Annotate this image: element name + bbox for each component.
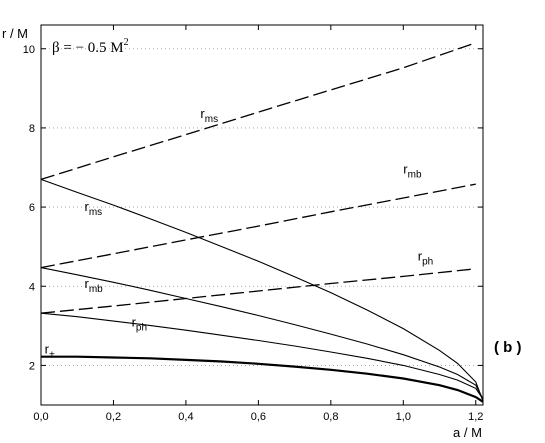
x-axis-label: a / M: [453, 425, 482, 440]
series-line-solid-thick-+-6: [41, 355, 484, 403]
series-label-main: r: [132, 315, 137, 330]
series-label-main: r: [84, 199, 89, 214]
series-label-main: r: [200, 106, 205, 121]
x-tick-label: 1,2: [468, 411, 483, 423]
x-tick-label: 0,0: [33, 411, 48, 423]
series-label-ms-0: rms: [200, 106, 218, 125]
y-tick-label: 2: [29, 360, 35, 372]
series-layer: [40, 42, 484, 403]
series-label-sub: ph: [422, 257, 433, 268]
x-tick-label: 0,2: [106, 411, 121, 423]
y-tick-label: 4: [29, 281, 35, 293]
panel-label: ( b ): [494, 339, 522, 356]
series-label-sub: mb: [408, 169, 422, 180]
y-axis-label: r / M: [2, 26, 28, 41]
series-label-+-6: r+: [45, 342, 55, 361]
series-label-sub: ms: [89, 207, 102, 218]
y-tick-label: 10: [23, 44, 35, 56]
series-label-sub: mb: [89, 284, 103, 295]
series-label-main: r: [403, 161, 408, 176]
series-label-sub: ph: [136, 323, 147, 334]
x-tick-label: 0,4: [178, 411, 193, 423]
series-label-mb-4: rmb: [84, 276, 103, 295]
series-label-main: r: [84, 276, 89, 291]
x-tick-label: 0,6: [251, 411, 266, 423]
series-label-ph-5: rph: [132, 315, 147, 334]
y-tick-label: 8: [29, 123, 35, 135]
series-label-ph-2: rph: [418, 249, 433, 268]
gridlines: [41, 48, 483, 366]
series-line-dashed-ms-0: [40, 42, 477, 181]
series-line-dashed-ph-2: [40, 268, 476, 314]
series-label-main: r: [418, 249, 423, 264]
beta-annotation-sup: 2: [124, 37, 129, 48]
series-line-solid-ms-3: [40, 178, 484, 402]
series-line-dashed-mb-1: [40, 183, 476, 269]
series-label-sub: +: [49, 350, 55, 361]
x-tick-label: 0,8: [323, 411, 338, 423]
series-label-sub: ms: [205, 114, 218, 125]
x-tick-label: 1,0: [396, 411, 411, 423]
beta-annotation-main: β = − 0.5 M: [52, 40, 124, 56]
series-line-solid-ph-5: [40, 312, 484, 400]
tick-marks: 2 4 6 8 10 0,0 0,2 0,4 0,6 0,8 1,0 1,2: [23, 25, 483, 423]
series-label-ms-3: rms: [84, 199, 102, 218]
beta-annotation: β = − 0.5 M2: [52, 37, 129, 56]
series-label-main: r: [45, 342, 50, 357]
series-line-solid-mb-4: [40, 267, 484, 400]
y-tick-label: 6: [29, 202, 35, 214]
plot-frame: [40, 24, 484, 406]
series-label-mb-1: rmb: [403, 161, 422, 180]
